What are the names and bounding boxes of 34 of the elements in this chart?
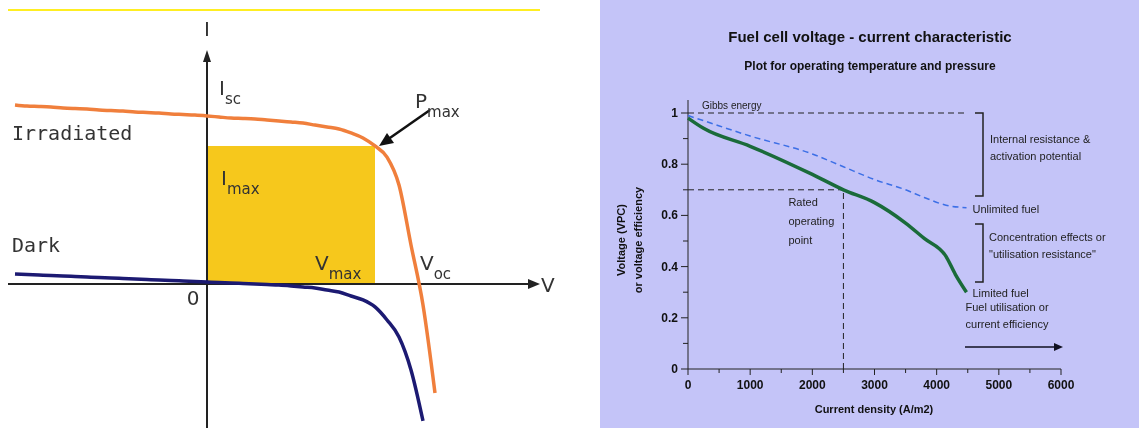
y-tick-label: 0.8 (661, 157, 679, 172)
ref-line-label: Rated operating point (788, 195, 835, 246)
ref-line-label: Gibbs energy (702, 100, 762, 111)
x-tick-label: 6000 (1047, 378, 1075, 392)
annotation: V$_{max}$ (315, 251, 362, 283)
series-label: Unlimited fuel (972, 202, 1040, 215)
series-label: Limited fuel (972, 287, 1029, 300)
annotation: Concentration effects or "utilisation resistance" (989, 231, 1106, 260)
annotation: I$_{sc}$ (219, 76, 241, 108)
x-tick-label: 3000 (861, 378, 889, 392)
y-tick-label: 1 (671, 106, 679, 120)
chart-subtitle: Plot for operating temperature and pressure (744, 59, 997, 73)
series-label: Dark (12, 232, 61, 257)
x-axis-title: Current density (A/m2) (814, 403, 934, 415)
annotation: P$_{max}$ (415, 89, 460, 121)
y-tick-label: 0.2 (661, 310, 679, 325)
x-tick-label: 1000 (736, 378, 764, 392)
annotation: Internal resistance & activation potential (990, 133, 1091, 162)
y-axis-title: I (204, 17, 210, 41)
x-axis-title: V (541, 273, 555, 297)
chart-title: Fuel cell voltage - current characteristic (728, 28, 1012, 45)
y-tick-label: 0.6 (661, 208, 679, 223)
x-tick-label: 4000 (923, 378, 951, 392)
annotation: Fuel utilisation or current efficiency (965, 301, 1049, 330)
annotation: I$_{max}$ (221, 166, 260, 198)
y-tick-label: 0.4 (661, 259, 679, 274)
x-tick-label: 0 (684, 378, 692, 392)
x-tick-label: 2000 (798, 378, 826, 392)
annotation: 0 (186, 286, 200, 310)
series-label: Irradiated (12, 121, 133, 145)
y-axis-title: Voltage (VPC) or voltage efficiency (615, 185, 644, 294)
annotation: V$_{oc}$ (420, 251, 452, 283)
y-tick-label: 0 (671, 362, 679, 376)
x-tick-label: 5000 (985, 378, 1013, 392)
